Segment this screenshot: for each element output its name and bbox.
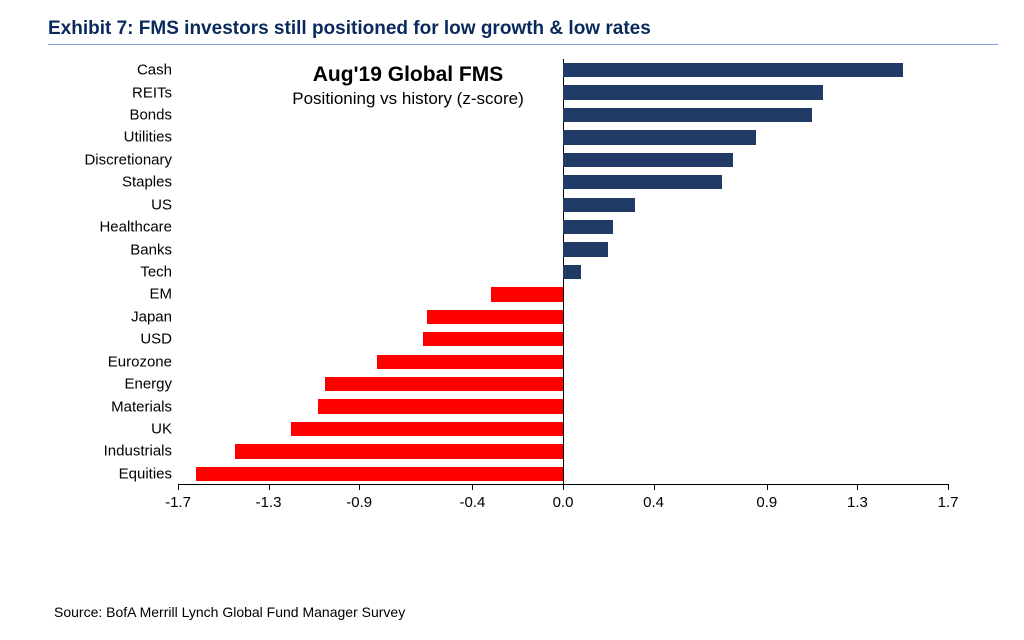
bar (563, 108, 812, 122)
category-label: Japan (48, 308, 172, 325)
category-label: REITs (48, 84, 172, 101)
bar (563, 130, 756, 144)
page-root: Exhibit 7: FMS investors still positione… (0, 0, 1024, 640)
bar-row: Energy (178, 373, 948, 395)
category-label: Healthcare (48, 219, 172, 236)
bar (235, 444, 563, 458)
x-tick-label: -1.7 (165, 494, 191, 511)
bar (563, 220, 613, 234)
bar (563, 175, 722, 189)
bar-row: Materials (178, 395, 948, 417)
chart-plot: -1.7-1.3-0.9-0.40.00.40.91.31.7CashREITs… (178, 59, 948, 519)
bar-row: Industrials (178, 440, 948, 462)
category-label: Tech (48, 263, 172, 280)
bar (563, 242, 608, 256)
bar-row: Discretionary (178, 149, 948, 171)
bar-row: USD (178, 328, 948, 350)
x-tick-label: -0.9 (346, 494, 372, 511)
chart-title-sub: Positioning vs history (z-score) (258, 89, 558, 109)
bar-row: Utilities (178, 126, 948, 148)
bar-row: Staples (178, 171, 948, 193)
bar (491, 287, 563, 301)
bar-row: US (178, 194, 948, 216)
category-label: Materials (48, 398, 172, 415)
bar-row: Healthcare (178, 216, 948, 238)
chart-inset-title: Aug'19 Global FMS Positioning vs history… (258, 63, 558, 109)
x-tick-label: -1.3 (256, 494, 282, 511)
bar (427, 310, 563, 324)
bar (563, 85, 823, 99)
bar-row: Banks (178, 238, 948, 260)
bar-row: EM (178, 283, 948, 305)
category-label: Utilities (48, 129, 172, 146)
category-label: EM (48, 286, 172, 303)
category-label: Discretionary (48, 151, 172, 168)
bar (291, 422, 563, 436)
category-label: Equities (48, 465, 172, 482)
title-underline (48, 44, 998, 45)
category-label: UK (48, 420, 172, 437)
bar-row: Equities (178, 463, 948, 485)
bar-row: Eurozone (178, 350, 948, 372)
category-label: Staples (48, 174, 172, 191)
x-tick-label: 1.7 (938, 494, 959, 511)
category-label: Banks (48, 241, 172, 258)
x-tick (948, 484, 949, 490)
bar (563, 153, 733, 167)
category-label: USD (48, 331, 172, 348)
category-label: Industrials (48, 443, 172, 460)
bar (423, 332, 563, 346)
category-label: US (48, 196, 172, 213)
x-tick-label: 1.3 (847, 494, 868, 511)
chart-area: -1.7 -1.3 -0.9 -0.4 0.0 0.4 0.9 1.3 1.7 Cash REITs… (48, 59, 968, 554)
category-label: Bonds (48, 107, 172, 124)
category-label: Cash (48, 62, 172, 79)
bar (325, 377, 563, 391)
category-label: Eurozone (48, 353, 172, 370)
bar (196, 467, 563, 481)
chart-title-main: Aug'19 Global FMS (258, 63, 558, 87)
bar (563, 265, 581, 279)
bar (563, 63, 903, 77)
bar (377, 355, 563, 369)
x-tick-label: 0.9 (756, 494, 777, 511)
x-tick-label: 0.0 (553, 494, 574, 511)
source-citation: Source: BofA Merrill Lynch Global Fund M… (54, 604, 405, 620)
bar-row: Japan (178, 306, 948, 328)
exhibit-title: Exhibit 7: FMS investors still positione… (48, 18, 996, 40)
x-tick-label: 0.4 (643, 494, 664, 511)
bar (563, 198, 635, 212)
bar (318, 399, 563, 413)
bar-row: UK (178, 418, 948, 440)
x-tick-label: -0.4 (459, 494, 485, 511)
category-label: Energy (48, 376, 172, 393)
bar-row: Tech (178, 261, 948, 283)
